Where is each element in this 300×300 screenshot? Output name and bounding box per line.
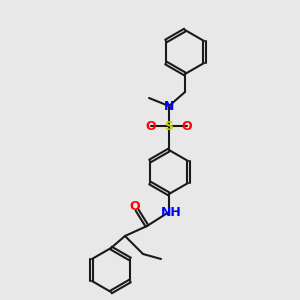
Text: NH: NH — [160, 206, 182, 218]
Text: N: N — [164, 100, 174, 112]
Text: O: O — [182, 119, 192, 133]
Text: S: S — [164, 119, 173, 133]
Text: O: O — [130, 200, 140, 212]
Text: O: O — [146, 119, 156, 133]
